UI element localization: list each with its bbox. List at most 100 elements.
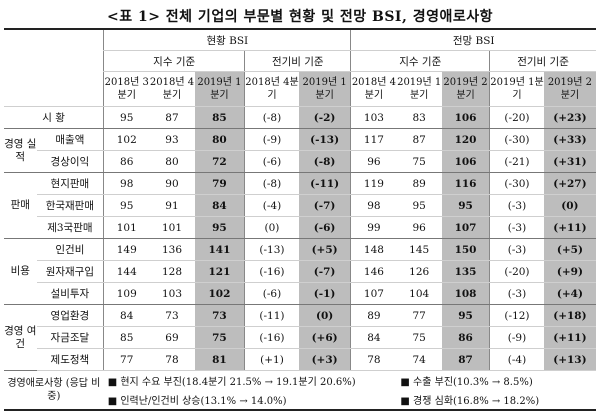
table-row: 시 황 95 87 85 (-8) (-2) 103 83 106 (-20) (+23) — [4, 106, 596, 129]
row-label: 시 황 — [4, 106, 104, 129]
table-cell: (-8) — [244, 106, 299, 129]
table-cell: (-3) — [489, 282, 544, 305]
table-cell: (+23) — [543, 106, 596, 129]
table-row: 제3국판매 101 101 95 (0) (-6) 99 96 107 (-3) (+11) — [4, 216, 596, 239]
table-cell: 104 — [396, 282, 442, 305]
table-cell: 98 — [350, 194, 397, 217]
table-cell: (-7) — [298, 260, 351, 283]
col-header: 2019년 1분기 — [298, 71, 351, 107]
table-cell: 78 — [350, 348, 397, 371]
table-cell: 96 — [396, 216, 442, 239]
row-label: 매출액 — [36, 128, 104, 151]
table-cell: 91 — [149, 194, 195, 217]
table-cell: (-30) — [489, 172, 544, 195]
row-label: 제도정책 — [36, 348, 104, 371]
table-row: 설비투자 109 103 102 (-6) (-1) 107 104 108 (-3) (+4) — [4, 282, 596, 305]
table-cell: (0) — [543, 194, 596, 217]
table-cell: (-20) — [489, 260, 544, 283]
table-cell: (-11) — [298, 172, 351, 195]
table-cell: (-4) — [244, 194, 299, 217]
table-cell: (+11) — [543, 326, 596, 349]
table-title: <표 1> 전체 기업의 부문별 현황 및 전망 BSI, 경영애로사항 — [106, 9, 494, 25]
table-cell: 102 — [103, 128, 150, 151]
table-cell: 79 — [194, 172, 245, 195]
table-cell: (-16) — [244, 326, 299, 349]
table-cell: 81 — [194, 348, 245, 371]
col-header: 2019년 1분기 — [396, 71, 442, 107]
col-header: 2019년 1분기 — [194, 71, 245, 107]
footer-item: ■ 수출 부진(10.3% → 8.5%) — [396, 370, 596, 390]
table-cell: 69 — [149, 326, 195, 349]
table-cell: 89 — [350, 304, 397, 327]
table-cell: 89 — [396, 172, 442, 195]
table-cell: 73 — [149, 304, 195, 327]
table-cell: (-7) — [298, 194, 351, 217]
table-row: 경영 실적 매출액 102 93 80 (-9) (-13) 117 87 120 (-30) (+3… — [4, 128, 596, 173]
table-cell: 148 — [350, 238, 397, 261]
table-cell: (+3) — [298, 348, 351, 371]
table-cell: 84 — [103, 304, 150, 327]
table-cell: (-6) — [244, 150, 299, 173]
table-cell: (-13) — [298, 128, 351, 151]
table-cell: (0) — [244, 216, 299, 239]
table-cell: (-2) — [298, 106, 351, 129]
table-cell: (+18) — [543, 304, 596, 327]
table-cell: (-8) — [298, 150, 351, 173]
footer-item: ■ 현지 수요 부진(18.4분기 21.5% → 19.1분기 20.6%) — [103, 370, 397, 390]
table-cell: (-20) — [489, 106, 544, 129]
header-current-prev: 전기비 기준 — [244, 50, 351, 72]
category-label: 경영 여건 — [4, 304, 37, 371]
table-cell: 101 — [103, 216, 150, 239]
table-cell: 126 — [396, 260, 442, 283]
table-cell: 95 — [441, 194, 490, 217]
row-label: 제3국판매 — [36, 216, 104, 239]
col-header: 2018년 3분기 — [103, 71, 150, 107]
footer-item: ■ 경쟁 심화(16.8% → 18.2%) — [396, 390, 596, 411]
table-cell: 99 — [350, 216, 397, 239]
table-cell: (-30) — [489, 128, 544, 151]
table-cell: 84 — [350, 326, 397, 349]
table-cell: 93 — [149, 128, 195, 151]
table-cell: (-21) — [489, 150, 544, 173]
table-cell: 95 — [441, 304, 490, 327]
col-header: 2019년 1분기 — [489, 71, 544, 107]
table-cell: (0) — [298, 304, 351, 327]
table-row: 한국재판매 95 91 84 (-4) (-7) 98 95 95 (-3) (0) — [4, 194, 596, 217]
table-cell: 98 — [103, 172, 150, 195]
col-header: 2018년 4분기 — [244, 71, 299, 107]
table-cell: 116 — [441, 172, 490, 195]
table-cell: (-3) — [489, 194, 544, 217]
table-cell: 86 — [441, 326, 490, 349]
table-cell: 77 — [103, 348, 150, 371]
table-cell: (+9) — [543, 260, 596, 283]
table-cell: 107 — [441, 216, 490, 239]
table-cell: (-3) — [489, 216, 544, 239]
table-row: 경영 여건 영업환경 84 73 73 (-11) (0) 89 77 95 (-12) (+18) — [4, 304, 596, 371]
table-cell: (+13) — [543, 348, 596, 371]
table-cell: 83 — [396, 106, 442, 129]
table-cell: 108 — [441, 282, 490, 305]
table-cell: 78 — [149, 348, 195, 371]
table-row: 판매 현지판매 98 90 79 (-8) (-11) 119 89 116 (-30) (+27) — [4, 172, 596, 239]
table-cell: 95 — [103, 106, 150, 129]
table-cell: 121 — [194, 260, 245, 283]
table-cell: 103 — [149, 282, 195, 305]
table-cell: (-12) — [489, 304, 544, 327]
table-cell: (+1) — [244, 348, 299, 371]
table-cell: (-8) — [244, 172, 299, 195]
table-cell: 135 — [441, 260, 490, 283]
table-cell: 128 — [149, 260, 195, 283]
footer-item: ■ 인력난/인건비 상승(13.1% → 14.0%) — [103, 390, 397, 411]
header-outlook-prev: 전기비 기준 — [489, 50, 596, 72]
table-cell: 136 — [149, 238, 195, 261]
table-cell: 80 — [194, 128, 245, 151]
table-cell: 87 — [396, 128, 442, 151]
table-cell: (+33) — [543, 128, 596, 151]
table-cell: (+5) — [298, 238, 351, 261]
col-header: 2018년 4분기 — [350, 71, 397, 107]
table-cell: 73 — [194, 304, 245, 327]
col-header: 2019년 2분기 — [441, 71, 490, 107]
header-outlook-index: 지수 기준 — [350, 50, 490, 72]
table-cell: (-6) — [298, 216, 351, 239]
table-cell: 84 — [194, 194, 245, 217]
